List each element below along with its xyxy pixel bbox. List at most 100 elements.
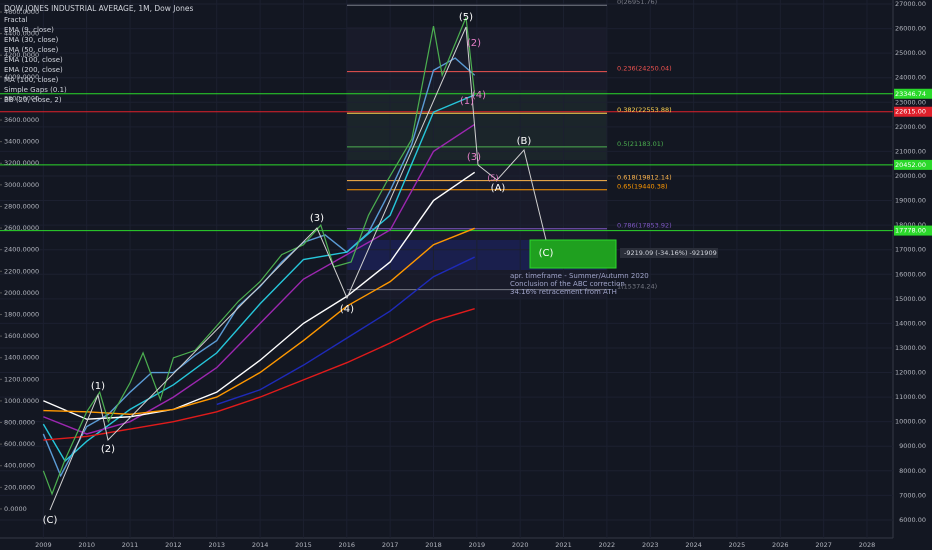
fib-label: 0(26951.76)	[617, 0, 657, 6]
x-tick-label: 2026	[772, 541, 789, 549]
wave-label: (5)	[459, 12, 473, 23]
wave-label: (5)	[487, 174, 498, 183]
wave-label: (3)	[310, 213, 324, 224]
price-tag-label: 22615.00	[895, 108, 926, 116]
price-tag-label: 20452.00	[895, 161, 926, 169]
target-box	[529, 239, 617, 269]
y2-tick-label: 2400.0000	[4, 246, 39, 254]
y-tick-label: 27000.00	[895, 0, 926, 8]
y2-tick-label: 2200.0000	[4, 267, 39, 275]
line-series	[43, 123, 476, 435]
x-tick-label: 2016	[339, 541, 356, 549]
legend-item: EMA (200, close)	[4, 66, 63, 74]
wave-label: (C)	[539, 248, 554, 259]
legend-item: MA (100, close)	[4, 76, 59, 84]
y2-tick-label: 1400.0000	[4, 354, 39, 362]
wave-label: (2)	[467, 38, 481, 49]
x-tick-label: 2017	[382, 541, 399, 549]
x-tick-label: 2025	[729, 541, 746, 549]
y-tick-label: 20000.00	[895, 172, 926, 180]
y-tick-label: 6000.00	[899, 516, 926, 524]
x-tick-label: 2012	[165, 541, 182, 549]
line-series	[216, 256, 475, 406]
y-tick-label: 21000.00	[895, 147, 926, 155]
y2-tick-label: 4400.0000	[4, 30, 39, 38]
legend-item: EMA (9, close)	[4, 26, 54, 34]
y2-tick-label: 800.0000	[4, 419, 35, 427]
x-tick-label: 2020	[512, 541, 529, 549]
y-tick-label: 12000.00	[895, 369, 926, 377]
fib-label: 0.786(17853.92)	[617, 222, 672, 230]
y-tick-label: 10000.00	[895, 418, 926, 426]
legend-item: EMA (30, close)	[4, 36, 59, 44]
x-tick-label: 2011	[122, 541, 139, 549]
legend-item: EMA (50, close)	[4, 46, 59, 54]
y2-tick-label: 2800.0000	[4, 202, 39, 210]
price-tag	[894, 88, 932, 99]
wave-label: (1)	[460, 96, 474, 107]
y2-tick-label: 1000.0000	[4, 397, 39, 405]
x-tick-label: 2018	[425, 541, 442, 549]
line-series	[42, 17, 476, 496]
y-tick-label: 26000.00	[895, 25, 926, 33]
y2-tick-label: 4000.0000	[4, 73, 39, 81]
y2-tick-label: 400.0000	[4, 462, 35, 470]
y2-tick-label: 3200.0000	[4, 159, 39, 167]
y2-tick-label: 1800.0000	[4, 310, 39, 318]
wave-count	[49, 26, 479, 511]
wave-label: (1)	[91, 381, 105, 392]
fib-label: 0.382(22553.88)	[617, 106, 672, 114]
y-tick-label: 9000.00	[899, 442, 926, 450]
note: apr. timeframe - Summer/Autumn 2020	[510, 272, 649, 280]
y2-tick-label: 4200.0000	[4, 51, 39, 59]
y-tick-label: 15000.00	[895, 295, 926, 303]
line-series	[43, 171, 476, 420]
legend-item: BB (20, close, 2)	[4, 96, 62, 104]
x-tick-label: 2010	[78, 541, 95, 549]
line-series	[42, 94, 475, 463]
fib-label: 0.65(19440.38)	[617, 183, 668, 191]
wave-label: (3)	[467, 152, 481, 163]
wave-label: (B)	[517, 136, 532, 147]
x-tick-label: 2022	[599, 541, 616, 549]
fib-label: 0.236(24250.04)	[617, 65, 672, 73]
y-tick-label: 8000.00	[899, 467, 926, 475]
fib-label: 1(15374.24)	[617, 283, 657, 291]
y-tick-label: 22000.00	[895, 123, 926, 131]
note: 34.16% retracement from ATH	[510, 288, 617, 296]
series	[42, 17, 476, 496]
wave-label: (C)	[43, 515, 58, 526]
y-tick-label: 25000.00	[895, 49, 926, 57]
price-tag-label: 17778.00	[895, 227, 926, 235]
x-tick-label: 2013	[208, 541, 225, 549]
legend-item: Fractal	[4, 16, 28, 24]
y2-tick-label: 3600.0000	[4, 116, 39, 124]
y2-tick-label: 3800.0000	[4, 94, 39, 102]
price-tag	[894, 225, 932, 236]
y-tick-label: 14000.00	[895, 319, 926, 327]
y2-tick-label: 3000.0000	[4, 181, 39, 189]
y-tick-label: 18000.00	[895, 221, 926, 229]
y-tick-label: 23000.00	[895, 98, 926, 106]
grid	[0, 0, 893, 538]
x-tick-label: 2028	[859, 541, 876, 549]
y-tick-label: 17000.00	[895, 246, 926, 254]
wave-label: (2)	[101, 444, 115, 455]
x-tick-label: 2027	[815, 541, 832, 549]
legend-item: EMA (100, close)	[4, 56, 63, 64]
fib-label: 0.618(19812.14)	[617, 174, 672, 182]
x-tick-label: 2009	[35, 541, 52, 549]
chart-title: DOW JONES INDUSTRIAL AVERAGE, 1M, Dow Jo…	[4, 4, 193, 13]
y2-tick-label: 1600.0000	[4, 332, 39, 340]
x-tick-label: 2014	[252, 541, 269, 549]
measure-box	[620, 248, 718, 258]
price-tag	[894, 159, 932, 170]
y2-tick-label: 2600.0000	[4, 224, 39, 232]
wave-label: (4)	[472, 90, 486, 101]
price-tag-label: 23346.74	[895, 90, 926, 98]
line-series	[43, 307, 475, 441]
y-tick-label: 19000.00	[895, 197, 926, 205]
measure-label: -9219.09 (-34.16%) -921909	[624, 249, 717, 257]
